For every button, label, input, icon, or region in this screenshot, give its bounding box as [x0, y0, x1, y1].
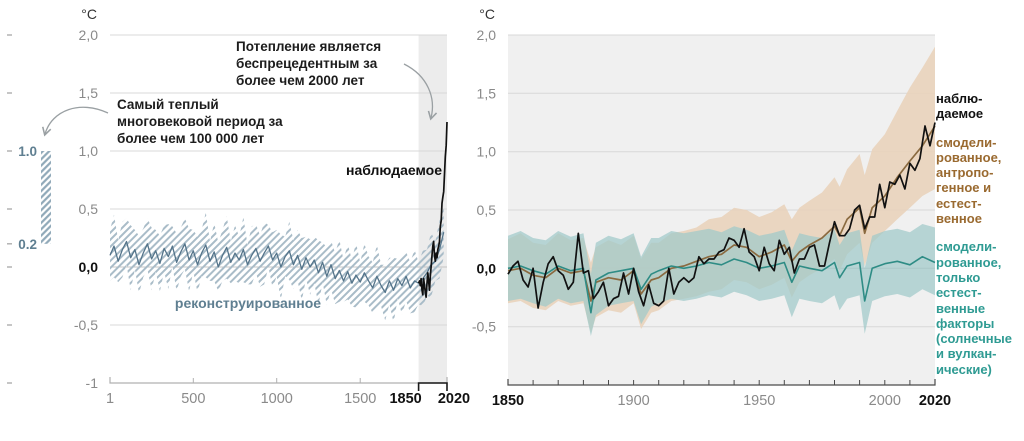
legend-line: наблю- [936, 91, 983, 106]
x-tick-label: 2000 [869, 393, 901, 409]
annotation-line: более чем 100 000 лет [117, 131, 265, 146]
y-tick-label: 1,5 [477, 85, 497, 101]
unit-label: °C [81, 6, 97, 22]
chart-left: 1 500 1000 1500 1850 20202,01,51,00,50,0-0,5-… [74, 6, 470, 407]
reconstructed-line [109, 232, 445, 294]
annotation-unprecedented-warming: Потепление является беспрецедентным за б… [236, 38, 381, 89]
y-tick-label: 0,0 [477, 260, 497, 276]
mini-scale-bottom-label: 0.2 [18, 237, 37, 252]
x-tick-label: 1850 [389, 391, 421, 407]
y-tick-label: -0,5 [472, 319, 496, 335]
x-tick-label: 1000 [261, 391, 293, 407]
annotation-arrow-warmest [42, 106, 109, 137]
legend-line: антропо- [936, 165, 994, 181]
annotation-warmest-period: Самый теплый многовековой период за боле… [117, 96, 283, 147]
legend-line: смодели- [936, 134, 997, 150]
legend-line: и вулкан- [936, 346, 997, 362]
x-tick-label: 500 [181, 391, 205, 407]
annotation-line: беспрецедентным за [236, 56, 378, 71]
y-tick-label: 2,0 [79, 27, 99, 43]
legend-line: факторы [936, 315, 995, 331]
x-tick-label: 2020 [438, 391, 470, 407]
annotation-line: более чем 2000 лет [236, 73, 365, 88]
legend-simulated-natural-only: смодели- рованное, только естест- венные… [936, 239, 1024, 377]
mini-scale-top-label: 1.0 [18, 144, 37, 159]
legend-line: даемое [936, 106, 984, 122]
annotation-line: Самый теплый [117, 97, 219, 112]
y-tick-label: 0,0 [79, 259, 99, 275]
y-tick-label: 2,0 [477, 27, 497, 43]
legend-line: естест- [936, 285, 982, 301]
warmest-period-bar [41, 151, 51, 244]
x-tick-label: 1900 [617, 393, 649, 409]
legend-line: ические) [936, 361, 992, 377]
legend-simulated-anthropogenic-natural: смодели- рованное, антропо- генное и ест… [936, 135, 1024, 227]
y-tick-label: -1 [86, 375, 99, 391]
observed-line [417, 121, 448, 299]
legend-line: венные [936, 300, 986, 316]
y-tick-label: 1,0 [477, 144, 497, 160]
legend-line: рованное, [936, 254, 1002, 270]
legend-line: естест- [936, 195, 982, 211]
unit-label: °C [479, 6, 495, 22]
x-axis [109, 377, 448, 384]
x-tick-label: 1500 [344, 391, 376, 407]
reconstructed-series-label: реконструированное [174, 295, 322, 311]
y-tick-label: 0,5 [477, 202, 497, 218]
x-tick-label: 2020 [919, 393, 951, 409]
mini-scale: 1.0 0.2 [7, 34, 51, 384]
annotation-line: Потепление является [236, 39, 382, 54]
legend-line: рованное, [936, 149, 1002, 165]
x-tick-label: 1 [106, 391, 114, 407]
legend-line: венное [936, 211, 982, 227]
annotation-arrows [42, 63, 438, 137]
y-tick-label: 1,5 [79, 85, 99, 101]
observed-series-label: наблюдаемое [346, 162, 442, 178]
y-tick-label: -0,5 [74, 317, 98, 333]
x-tick-label: 1850 [492, 393, 524, 409]
y-tick-label: 0,5 [79, 201, 99, 217]
y-tick-label: 1,0 [79, 143, 99, 159]
annotation-arrow-unprecedented [403, 63, 438, 121]
legend-observed: наблю- даемое [936, 91, 1024, 122]
legend-line: генное и [936, 180, 992, 196]
legend-line: только [936, 269, 981, 285]
x-tick-label: 1950 [743, 393, 775, 409]
legend-line: смодели- [936, 239, 997, 255]
legend-line: (солнечные [936, 331, 1012, 347]
chart-right: 1850 1900 1950 2000 2020 2,0 1,5 1,0 0,5 0,0 -0,5 °… [472, 6, 951, 409]
observed-line [507, 122, 936, 309]
reconstructed-band [110, 207, 444, 323]
legend: наблю- даемое смодели- рованное, антропо… [936, 91, 1024, 390]
bracket-1850-2020 [417, 382, 448, 391]
annotation-line: многовековой период за [117, 114, 283, 129]
simulated-natural-only-line [507, 255, 936, 314]
